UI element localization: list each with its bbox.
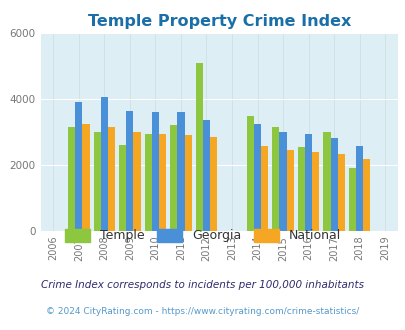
Text: Crime Index corresponds to incidents per 100,000 inhabitants: Crime Index corresponds to incidents per… bbox=[41, 280, 364, 290]
Bar bbox=[337, 154, 344, 231]
Title: Temple Property Crime Index: Temple Property Crime Index bbox=[87, 14, 350, 29]
Text: © 2024 CityRating.com - https://www.cityrating.com/crime-statistics/: © 2024 CityRating.com - https://www.city… bbox=[46, 307, 359, 316]
Bar bbox=[362, 159, 369, 231]
Bar bbox=[75, 102, 82, 231]
Bar bbox=[348, 168, 355, 231]
Bar bbox=[100, 97, 108, 231]
Bar bbox=[133, 132, 140, 231]
Bar bbox=[322, 132, 330, 231]
Bar bbox=[209, 137, 217, 231]
Bar bbox=[184, 135, 191, 231]
Bar bbox=[119, 145, 126, 231]
Bar bbox=[311, 152, 318, 231]
Bar bbox=[279, 132, 286, 231]
Bar bbox=[260, 146, 268, 231]
Bar bbox=[195, 63, 202, 231]
Bar bbox=[355, 146, 362, 231]
Bar bbox=[170, 125, 177, 231]
Bar bbox=[108, 127, 115, 231]
Bar bbox=[126, 111, 133, 231]
Bar bbox=[144, 134, 151, 231]
Bar bbox=[304, 134, 311, 231]
Legend: Temple, Georgia, National: Temple, Georgia, National bbox=[61, 225, 344, 246]
Bar bbox=[202, 120, 209, 231]
Bar bbox=[68, 127, 75, 231]
Bar bbox=[177, 112, 184, 231]
Bar bbox=[253, 124, 260, 231]
Bar bbox=[246, 115, 253, 231]
Bar bbox=[297, 147, 304, 231]
Bar bbox=[286, 150, 293, 231]
Bar bbox=[151, 112, 159, 231]
Bar bbox=[159, 134, 166, 231]
Bar bbox=[94, 132, 100, 231]
Bar bbox=[272, 127, 279, 231]
Bar bbox=[330, 138, 337, 231]
Bar bbox=[82, 124, 90, 231]
